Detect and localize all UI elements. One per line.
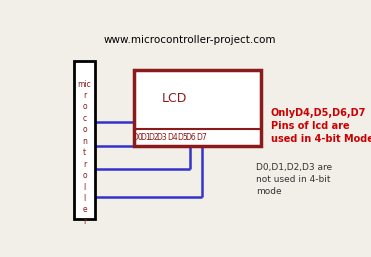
Text: LCD: LCD [162, 93, 187, 105]
Text: D7: D7 [196, 133, 207, 142]
Text: OnlyD4,D5,D6,D7
Pins of lcd are
used in 4-bit Mode: OnlyD4,D5,D6,D7 Pins of lcd are used in … [271, 108, 371, 144]
Text: D0: D0 [132, 133, 143, 142]
Text: D1: D1 [140, 133, 151, 142]
Text: D0,D1,D2,D3 are
not used in 4-bit
mode: D0,D1,D2,D3 are not used in 4-bit mode [256, 163, 332, 196]
Text: mic
r
o
c
o
n
t
r
o
l
l
e
r: mic r o c o n t r o l l e r [78, 79, 91, 226]
Text: www.microcontroller-project.com: www.microcontroller-project.com [104, 35, 276, 45]
Bar [74, 60, 95, 219]
Text: D5: D5 [177, 133, 188, 142]
Text: D6: D6 [185, 133, 196, 142]
Text: D3: D3 [156, 133, 167, 142]
Text: D4: D4 [168, 133, 178, 142]
Text: D2: D2 [148, 133, 159, 142]
Bar [134, 70, 260, 146]
